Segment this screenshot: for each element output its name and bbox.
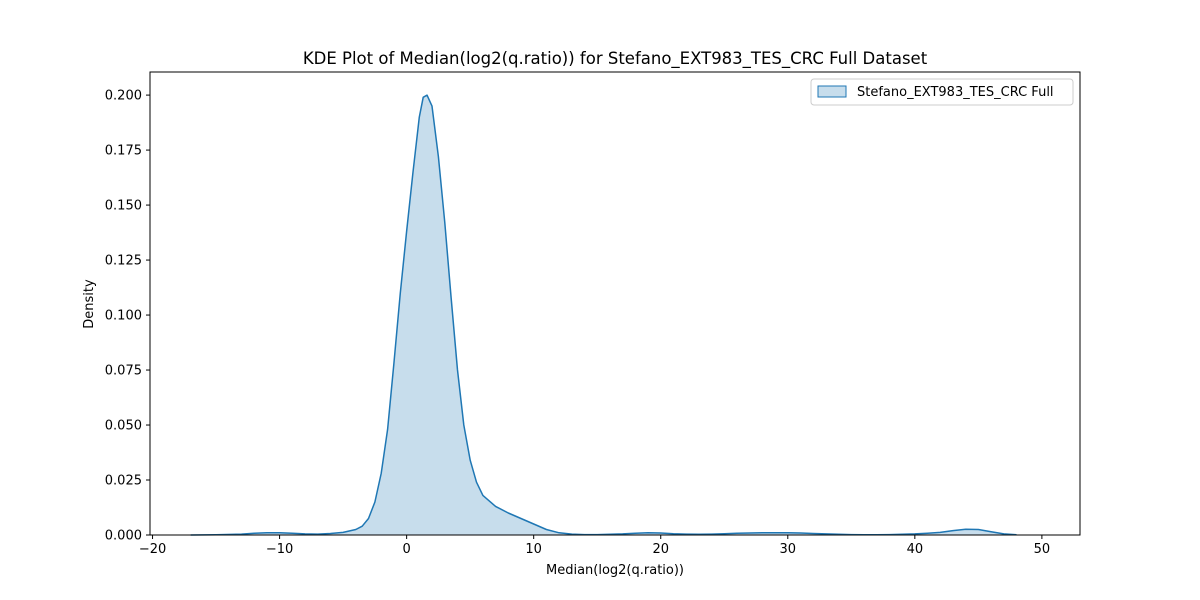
x-tick-label: 20 — [652, 542, 669, 557]
y-tick-label: 0.000 — [105, 529, 142, 544]
x-tick-label: −20 — [139, 542, 166, 557]
y-axis-label: Density — [82, 279, 97, 329]
y-tick-label: 0.200 — [105, 89, 142, 104]
y-tick-label: 0.175 — [105, 144, 142, 159]
y-tick-label: 0.100 — [105, 309, 142, 324]
y-tick-label: 0.025 — [105, 474, 142, 489]
x-axis-ticks: −20 −10 0 10 20 30 40 50 — [139, 535, 1050, 557]
x-tick-label: 0 — [402, 542, 410, 557]
legend-box — [810, 78, 1074, 106]
x-tick-label: −10 — [266, 542, 293, 557]
chart-title: KDE Plot of Median(log2(q.ratio)) for St… — [303, 49, 928, 69]
legend: Stefano_EXT983_TES_CRC Full — [810, 78, 1074, 106]
y-axis-ticks: 0.000 0.025 0.050 0.075 0.100 0.125 0.150 0.175… — [105, 89, 150, 544]
y-tick-label: 0.125 — [105, 254, 142, 269]
legend-swatch — [817, 85, 847, 98]
x-tick-label: 30 — [780, 542, 797, 557]
y-tick-label: 0.075 — [105, 364, 142, 379]
x-axis-label: Median(log2(q.ratio)) — [546, 563, 684, 578]
y-tick-label: 0.150 — [105, 199, 142, 214]
x-tick-label: 50 — [1034, 542, 1051, 557]
x-tick-label: 10 — [525, 542, 542, 557]
legend-label: Stefano_EXT983_TES_CRC Full — [857, 85, 1054, 100]
axes-frame — [149, 71, 1081, 536]
density-area-0 — [190, 95, 1017, 535]
x-tick-label: 40 — [907, 542, 924, 557]
y-tick-label: 0.050 — [105, 419, 142, 434]
